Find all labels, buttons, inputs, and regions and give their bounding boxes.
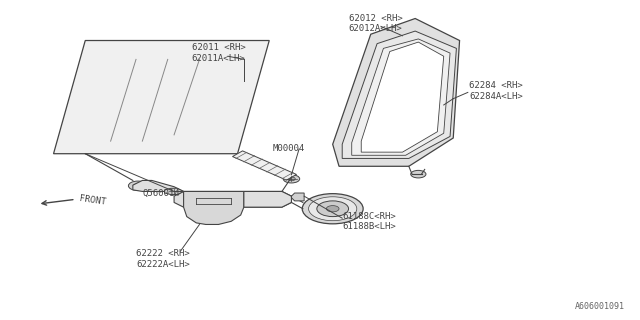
Polygon shape <box>232 151 296 180</box>
Circle shape <box>284 175 300 183</box>
Polygon shape <box>333 19 460 166</box>
Text: A606001091: A606001091 <box>575 302 625 311</box>
Text: 62222 <RH>
62222A<LH>: 62222 <RH> 62222A<LH> <box>136 249 190 269</box>
Circle shape <box>302 194 363 224</box>
Circle shape <box>287 177 295 181</box>
Text: Q560014: Q560014 <box>142 188 180 197</box>
Text: 62011 <RH>
62011A<LH>: 62011 <RH> 62011A<LH> <box>192 44 246 63</box>
Polygon shape <box>342 31 456 158</box>
Polygon shape <box>291 193 304 201</box>
Polygon shape <box>352 39 450 155</box>
Circle shape <box>168 188 180 195</box>
Polygon shape <box>54 41 269 154</box>
Text: FRONT: FRONT <box>79 194 107 207</box>
Text: 62012 <RH>
62012A<LH>: 62012 <RH> 62012A<LH> <box>349 13 403 33</box>
Circle shape <box>134 184 142 188</box>
Polygon shape <box>361 42 444 152</box>
Text: 62284 <RH>
62284A<LH>: 62284 <RH> 62284A<LH> <box>469 81 523 100</box>
Circle shape <box>411 170 426 178</box>
Circle shape <box>129 181 147 190</box>
Circle shape <box>317 201 349 217</box>
Circle shape <box>326 205 339 212</box>
Text: 61188C<RH>
61188B<LH>: 61188C<RH> 61188B<LH> <box>342 212 396 231</box>
Polygon shape <box>133 180 184 191</box>
Polygon shape <box>244 191 291 207</box>
Polygon shape <box>174 191 291 207</box>
Circle shape <box>308 197 356 221</box>
Polygon shape <box>184 191 244 224</box>
Polygon shape <box>164 188 184 195</box>
Text: M00004: M00004 <box>273 145 305 154</box>
